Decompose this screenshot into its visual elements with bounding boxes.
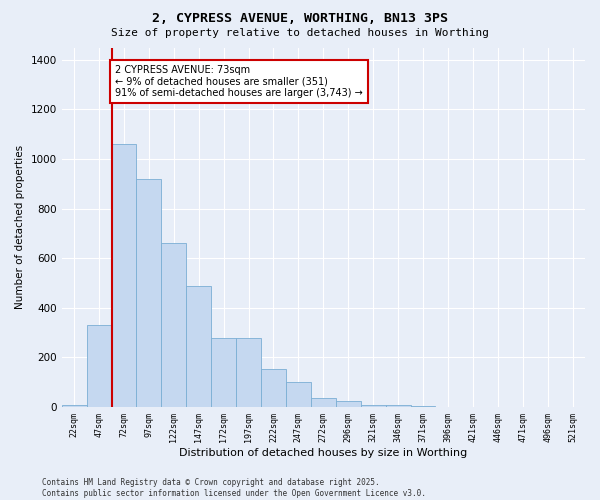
Y-axis label: Number of detached properties: Number of detached properties xyxy=(15,145,25,310)
Bar xyxy=(211,338,236,407)
Bar xyxy=(236,338,261,407)
Bar xyxy=(286,382,311,407)
Bar xyxy=(361,404,386,407)
Bar xyxy=(112,144,136,407)
X-axis label: Distribution of detached houses by size in Worthing: Distribution of detached houses by size … xyxy=(179,448,467,458)
Bar xyxy=(410,406,436,407)
Text: Size of property relative to detached houses in Worthing: Size of property relative to detached ho… xyxy=(111,28,489,38)
Text: 2, CYPRESS AVENUE, WORTHING, BN13 3PS: 2, CYPRESS AVENUE, WORTHING, BN13 3PS xyxy=(152,12,448,26)
Bar xyxy=(386,404,410,407)
Bar xyxy=(161,244,186,407)
Bar xyxy=(311,398,336,407)
Bar xyxy=(186,286,211,407)
Bar xyxy=(136,179,161,407)
Bar xyxy=(86,325,112,407)
Text: Contains HM Land Registry data © Crown copyright and database right 2025.
Contai: Contains HM Land Registry data © Crown c… xyxy=(42,478,426,498)
Bar xyxy=(336,401,361,407)
Bar xyxy=(261,368,286,407)
Text: 2 CYPRESS AVENUE: 73sqm
← 9% of detached houses are smaller (351)
91% of semi-de: 2 CYPRESS AVENUE: 73sqm ← 9% of detached… xyxy=(115,65,363,98)
Bar xyxy=(62,404,86,407)
